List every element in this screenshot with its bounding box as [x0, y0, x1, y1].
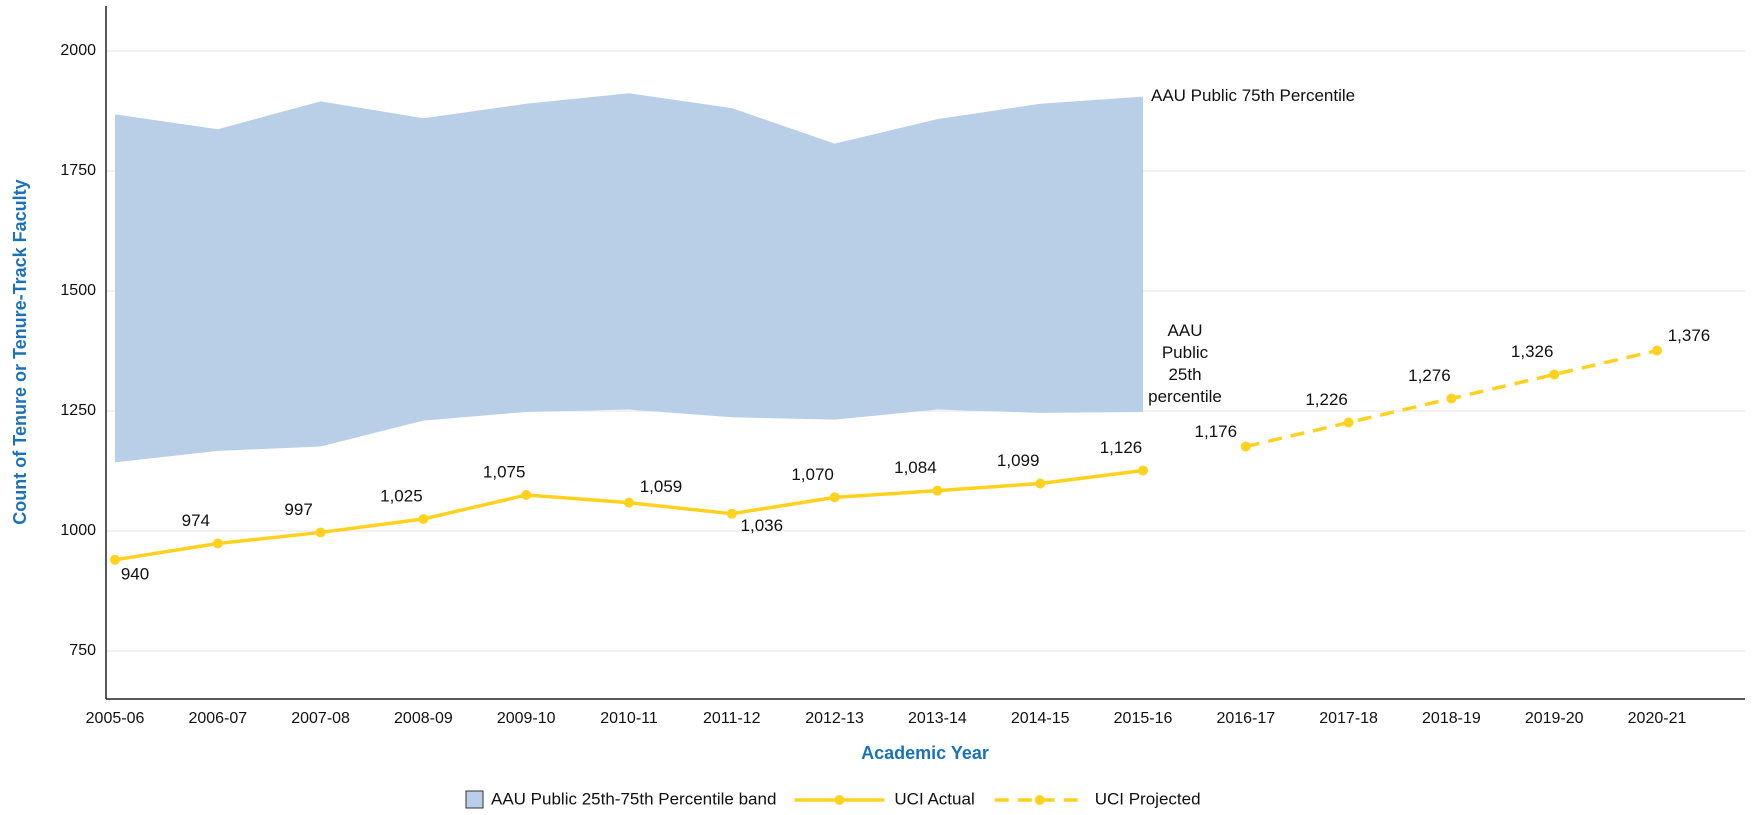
- x-tick-label: 2006-07: [188, 710, 247, 727]
- value-label: 1,075: [483, 462, 526, 481]
- y-tick-label: 750: [69, 642, 96, 659]
- point: [1138, 465, 1148, 476]
- x-tick-label: 2016-17: [1216, 710, 1275, 727]
- x-tick-label: 2011-12: [703, 710, 761, 727]
- x-tick-label: 2007-08: [291, 710, 350, 727]
- y-tick-label: 1750: [60, 162, 96, 179]
- point: [1446, 393, 1457, 404]
- annotation-line: AAU: [1168, 321, 1203, 340]
- value-label: 1,036: [741, 516, 784, 535]
- x-tick-label: 2018-19: [1422, 710, 1481, 727]
- point: [726, 508, 737, 519]
- x-axis-title: Academic Year: [861, 743, 989, 763]
- value-label: 1,070: [791, 465, 834, 484]
- x-tick-label: 2013-14: [908, 710, 967, 727]
- x-tick-label: 2014-15: [1011, 710, 1070, 727]
- legend-label: UCI Projected: [1095, 789, 1201, 808]
- y-tick-label: 2000: [60, 42, 96, 59]
- value-label: 1,176: [1195, 422, 1238, 441]
- y-axis-title: Count of Tenure or Tenure-Track Faculty: [10, 179, 30, 524]
- annotation-75th: AAU Public 75th Percentile: [1151, 86, 1355, 105]
- x-tick-label: 2019-20: [1525, 710, 1584, 727]
- point: [418, 514, 429, 524]
- point: [110, 554, 120, 565]
- point: [521, 490, 532, 500]
- x-tick-label: 2010-11: [600, 710, 658, 727]
- percentile-band: [115, 93, 1143, 463]
- value-label: 1,276: [1408, 366, 1451, 385]
- value-label: 1,025: [380, 486, 423, 505]
- x-tick-label: 2009-10: [497, 710, 556, 727]
- y-tick-label: 1000: [60, 522, 96, 539]
- legend-label: AAU Public 25th-75th Percentile band: [491, 789, 776, 808]
- point: [1240, 441, 1251, 452]
- x-tick-label: 2017-18: [1319, 710, 1378, 727]
- annotation-line: Public: [1162, 343, 1209, 362]
- x-tick-label: 2005-06: [86, 710, 145, 727]
- value-label: 997: [284, 500, 312, 519]
- y-tick-label: 1500: [60, 282, 96, 299]
- value-label: 1,376: [1668, 326, 1711, 345]
- y-tick-label: 1250: [60, 402, 96, 419]
- point: [1343, 417, 1354, 428]
- point: [932, 485, 943, 496]
- legend-marker: [834, 795, 845, 805]
- legend-marker: [1034, 795, 1045, 805]
- value-label: 1,099: [997, 451, 1040, 470]
- value-label: 1,059: [640, 477, 683, 496]
- point: [1549, 369, 1560, 380]
- value-label: 940: [121, 564, 149, 583]
- value-label: 974: [182, 511, 210, 530]
- value-label: 1,226: [1305, 390, 1348, 409]
- legend-swatch: [465, 790, 484, 809]
- point: [212, 538, 223, 549]
- value-label: 1,326: [1511, 342, 1554, 361]
- line: [114, 468, 1144, 562]
- value-label: 1,126: [1100, 438, 1143, 457]
- annotation-line: 25th: [1168, 365, 1201, 384]
- point: [315, 527, 326, 538]
- x-tick-label: 2008-09: [394, 710, 453, 727]
- point: [1652, 345, 1662, 356]
- x-tick-label: 2020-21: [1628, 710, 1687, 727]
- point: [1035, 478, 1046, 489]
- value-label: 1,084: [894, 458, 937, 477]
- annotation-25th: AAU Public 25th percentile: [1148, 321, 1222, 406]
- legend-label: UCI Actual: [894, 789, 974, 808]
- point: [829, 492, 840, 503]
- x-tick-label: 2012-13: [805, 710, 864, 727]
- x-tick-label: 2015-16: [1114, 710, 1173, 727]
- point: [624, 497, 634, 508]
- annotation-line: percentile: [1148, 387, 1222, 406]
